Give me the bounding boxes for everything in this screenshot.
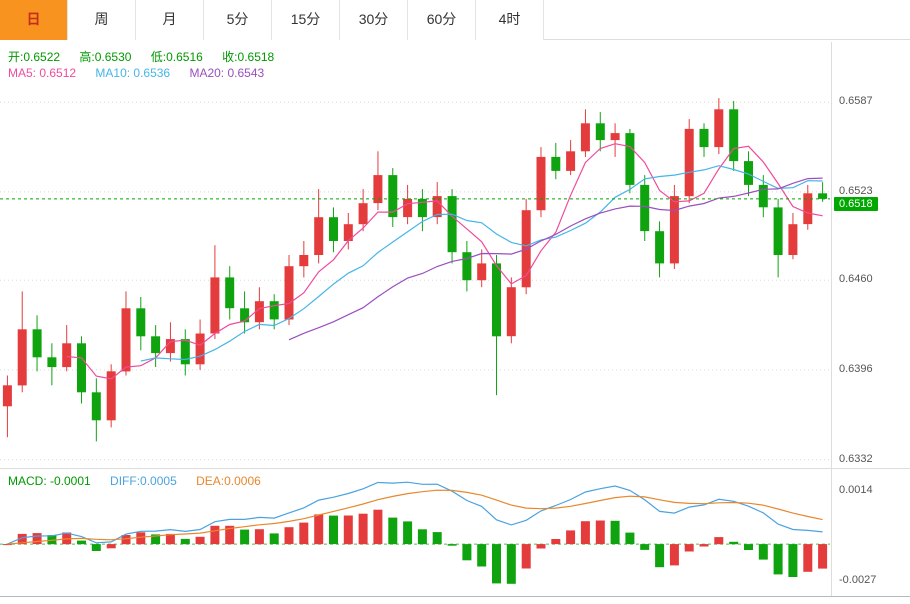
macd-chart[interactable] <box>0 470 830 596</box>
macd-axis-label-top: 0.0014 <box>839 484 873 496</box>
bottom-border <box>0 596 910 597</box>
high-value: 0.6530 <box>94 50 132 64</box>
tab-timeframe-3[interactable]: 5分 <box>204 0 272 40</box>
diff-label: DIFF: <box>110 474 141 488</box>
tab-timeframe-1[interactable]: 周 <box>68 0 136 40</box>
tab-timeframe-7[interactable]: 4时 <box>476 0 544 40</box>
tab-timeframe-0[interactable]: 日 <box>0 0 68 40</box>
ma20-value: 0.6543 <box>227 66 265 80</box>
macd-value: -0.0001 <box>50 474 91 488</box>
candlestick-chart[interactable] <box>0 42 830 468</box>
ma20-label: MA20: <box>189 66 228 80</box>
open-label: 开: <box>8 50 24 64</box>
diff-value: 0.0005 <box>140 474 177 488</box>
low-value: 0.6516 <box>166 50 203 64</box>
close-value: 0.6518 <box>237 50 275 64</box>
tab-timeframe-2[interactable]: 月 <box>136 0 204 40</box>
tab-timeframe-5[interactable]: 30分 <box>340 0 408 40</box>
low-label: 低: <box>150 50 167 64</box>
tab-timeframe-4[interactable]: 15分 <box>272 0 340 40</box>
y-axis-label-3: 0.6396 <box>839 363 873 375</box>
axis-border <box>831 42 832 596</box>
macd-axis-label-bottom: -0.0027 <box>839 574 877 586</box>
ma5-value: 0.6512 <box>39 66 77 80</box>
macd-label: MACD: <box>8 474 50 488</box>
y-axis-label-0: 0.6587 <box>839 95 873 107</box>
y-axis-label-2: 0.6460 <box>839 273 873 285</box>
current-price-tag: 0.6518 <box>834 197 878 211</box>
tab-timeframe-6[interactable]: 60分 <box>408 0 476 40</box>
ohlc-legend: 开:0.6522 高:0.6530 低:0.6516 收:0.6518 <box>8 48 290 65</box>
pane-separator <box>0 468 910 469</box>
ma10-value: 0.6536 <box>133 66 171 80</box>
close-label: 收: <box>222 50 238 64</box>
open-value: 0.6522 <box>23 50 61 64</box>
high-label: 高: <box>79 50 95 64</box>
timeframe-tabbar: 日周月 5分 15分 30分 60分 4时 <box>0 0 910 40</box>
ma-legend: MA5: 0.6512 MA10: 0.6536 MA20: 0.6543 <box>8 66 280 80</box>
ma10-label: MA10: <box>95 66 134 80</box>
dea-label: DEA: <box>196 474 225 488</box>
y-axis-label-1: 0.6523 <box>839 185 873 197</box>
y-axis-label-4: 0.6332 <box>839 453 873 465</box>
dea-value: 0.0006 <box>224 474 261 488</box>
ma5-label: MA5: <box>8 66 40 80</box>
macd-legend: MACD: -0.0001 DIFF:0.0005 DEA:0.0006 <box>8 474 277 488</box>
